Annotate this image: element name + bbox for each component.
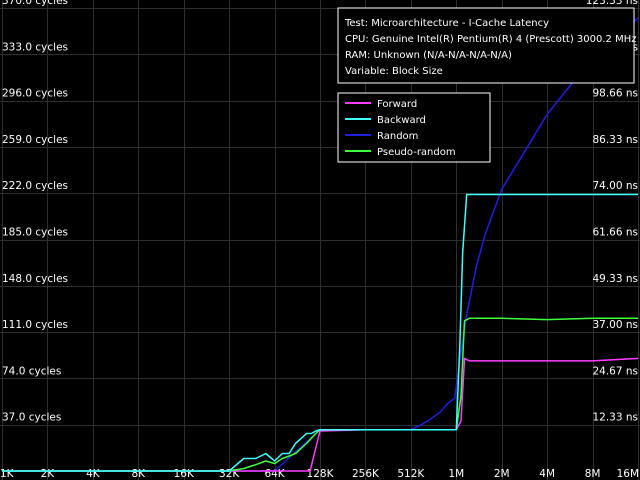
x-tick-14: 16M <box>617 468 639 480</box>
y-tick-right-0: 12.33 ns <box>592 412 638 424</box>
y-tick-left-5: 222.0 cycles <box>2 180 68 192</box>
legend-label-random: Random <box>377 131 418 142</box>
y-tick-right-4: 61.66 ns <box>592 227 638 239</box>
y-tick-left-1: 74.0 cycles <box>2 365 61 377</box>
y-tick-left-7: 296.0 cycles <box>2 88 68 100</box>
x-tick-9: 512K <box>397 468 425 480</box>
x-tick-0: 1K <box>0 468 15 480</box>
y-tick-right-7: 98.66 ns <box>592 88 638 100</box>
y-tick-left-8: 333.0 cycles <box>2 41 68 53</box>
legend-label-forward: Forward <box>377 99 417 110</box>
x-tick-11: 2M <box>494 468 510 480</box>
legend-label-pseudo-random: Pseudo-random <box>377 147 456 158</box>
x-tick-1: 2K <box>41 468 56 480</box>
info-box: Test: Microarchitecture - I-Cache Latenc… <box>337 7 637 84</box>
info-ram: RAM: Unknown (N/A-N/A-N/A-N/A) <box>345 50 512 61</box>
info-cpu: CPU: Genuine Intel(R) Pentium(R) 4 (Pres… <box>345 34 637 45</box>
legend-label-backward: Backward <box>377 115 426 126</box>
y-tick-right-9: 123.33 ns <box>586 0 638 7</box>
y-tick-left-3: 148.0 cycles <box>2 273 68 285</box>
y-tick-right-5: 74.00 ns <box>592 180 638 192</box>
y-tick-right-3: 49.33 ns <box>592 273 638 285</box>
series-line-backward <box>2 193 638 472</box>
y-tick-right-2: 37.00 ns <box>592 319 638 331</box>
info-test: Test: Microarchitecture - I-Cache Latenc… <box>344 18 549 29</box>
y-tick-left-0: 37.0 cycles <box>2 412 61 424</box>
y-tick-left-2: 111.0 cycles <box>2 319 68 331</box>
y-tick-left-9: 370.0 cycles <box>2 0 68 7</box>
x-tick-7: 128K <box>307 468 335 480</box>
x-tick-2: 4K <box>86 468 101 480</box>
y-tick-left-4: 185.0 cycles <box>2 227 68 239</box>
legend: Forward Backward Random Pseudo-random <box>337 92 491 163</box>
x-tick-10: 1M <box>448 468 464 480</box>
y-tick-right-1: 24.67 ns <box>592 365 638 377</box>
x-tick-8: 256K <box>352 468 380 480</box>
x-tick-labels: 1K 2K 4K 8K 16K 32K 64K 128K 256K 512K 1M 2M 4M 8M 16M <box>0 468 639 480</box>
series-lines <box>2 17 639 472</box>
info-box-border <box>337 7 635 84</box>
y-tick-left-6: 259.0 cycles <box>2 134 68 146</box>
y-tick-right-6: 86.33 ns <box>592 134 638 146</box>
y-tick-labels: 37.0 cycles 12.33 ns 74.0 cycles 24.67 ns 11… <box>2 0 638 424</box>
x-tick-12: 4M <box>539 468 555 480</box>
info-variable: Variable: Block Size <box>345 66 443 77</box>
x-tick-3: 8K <box>131 468 146 480</box>
x-tick-13: 8M <box>585 468 601 480</box>
x-tick-4: 16K <box>174 468 195 480</box>
